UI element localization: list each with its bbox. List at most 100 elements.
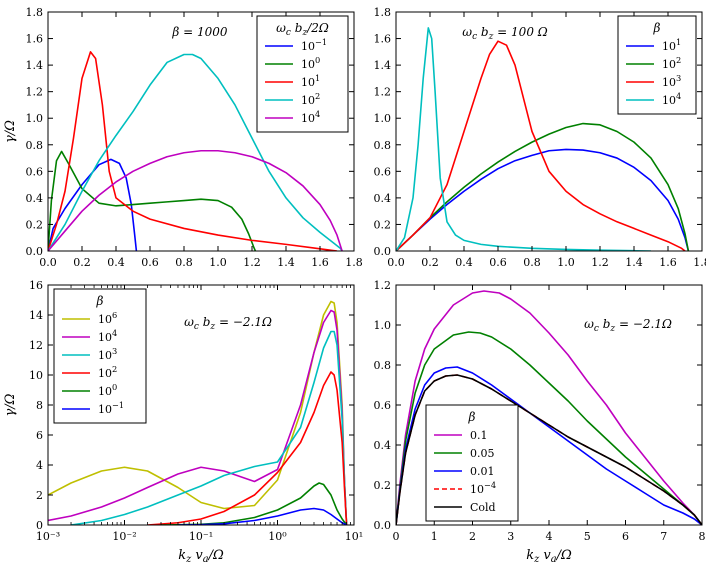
plot-frame-2	[395, 11, 703, 252]
chart-panel-4: 0 1 2 3 4 5 6 7 8 0.0 0.2 0.4 0.6 0.8 1.0 1.2 kz va/Ω ωc …	[374, 279, 706, 565]
chart-panel-2: 0.0 0.2 0.4 0.6 0.8 1.0 1.2 1.4 1.6 1.8 0.0 0.2 0.4 0…	[374, 6, 706, 269]
y-tick-label: 12	[29, 339, 43, 352]
x-axis-label: kz va/Ω	[178, 548, 224, 565]
y-tick-label: 14	[29, 309, 43, 322]
legend-entry-label: 10−1​	[301, 37, 327, 53]
series-line-1-3	[48, 51, 338, 251]
series-line-1-2	[48, 150, 257, 251]
series-line-1-5	[48, 149, 343, 251]
y-tick-label: 0.4	[374, 439, 392, 452]
x-tick-label: 10¹	[345, 530, 363, 543]
x-tick-label: 7	[660, 530, 667, 543]
y-tick-label: 4	[36, 459, 43, 472]
series-line-1-1	[48, 158, 138, 251]
x-tick-label: 1.6	[311, 256, 329, 269]
x-tick-label: 1.0	[557, 256, 575, 269]
legend-box	[53, 288, 147, 424]
y-tick-label: 0.0	[374, 245, 392, 258]
y-tick-label: 0.4	[374, 192, 392, 205]
x-axis-label: kz va/Ω	[526, 548, 572, 565]
y-tick-label: 16	[29, 279, 43, 292]
series-line-3-4	[147, 371, 348, 525]
y-tick-label: 1.2	[26, 86, 44, 99]
y-axis-label: γ/Ω	[3, 120, 18, 143]
legend-entry-label: 102​	[662, 55, 681, 71]
legend-box	[617, 15, 697, 115]
x-tick-label: 10⁻²	[112, 530, 136, 543]
y-tick-label: 0.6	[374, 399, 392, 412]
x-tick-label: 2	[469, 530, 476, 543]
x-tick-label: 3	[507, 530, 514, 543]
x-tick-label: 6	[622, 530, 629, 543]
y-tick-label: 0.0	[374, 519, 392, 532]
x-tick-label: 0.6	[141, 256, 159, 269]
legend-title: β	[96, 294, 104, 308]
legend-entry-label: 0.01	[470, 465, 495, 478]
legend-entry-label: 101​	[662, 37, 681, 53]
x-tick-label: 1.4	[625, 256, 643, 269]
series-line-4-3	[396, 366, 702, 525]
y-tick-label: 0.2	[374, 479, 392, 492]
legend-entry-label: 103​	[98, 346, 117, 362]
legend-title: β	[653, 21, 661, 35]
chart-panel-1: 0.0 0.2 0.4 0.6 0.8 1.0 1.2 1.4 1.6 1.8 0.0 0.2 0.4 0…	[3, 6, 363, 269]
x-tick-label: 8	[699, 530, 706, 543]
y-tick-label: 0.8	[374, 359, 392, 372]
y-tick-label: 1.0	[26, 112, 44, 125]
panel-annotation: ωc bz = −2.1Ω	[584, 317, 672, 334]
legend-entry-label: 100​	[301, 55, 320, 71]
x-tick-label: 0.8	[523, 256, 541, 269]
x-tick-label: 1.0	[209, 256, 227, 269]
legend-entry-label: Cold	[470, 501, 496, 514]
legend-box	[425, 404, 519, 522]
series-line-4-5	[396, 374, 702, 525]
series-line-2-2	[396, 122, 690, 251]
x-tick-label: 0.0	[387, 256, 405, 269]
legend-entry-label: 106​	[98, 310, 117, 326]
legend-entry-label: 0.1	[470, 429, 488, 442]
y-tick-label: 1.8	[374, 6, 392, 19]
y-tick-label: 1.2	[374, 86, 392, 99]
y-tick-label: 1.0	[374, 112, 392, 125]
series-line-4-1	[396, 290, 702, 525]
y-tick-label: 2	[36, 489, 43, 502]
series-line-2-4	[396, 27, 652, 251]
panel-annotation: ωc bz = −2.1Ω	[184, 315, 272, 332]
y-tick-label: 0	[36, 519, 43, 532]
legend-entry-label: 10−1​	[98, 400, 124, 416]
y-tick-label: 1.6	[26, 33, 44, 46]
x-tick-label: 1.8	[693, 256, 706, 269]
legend-entry-label: 104​	[662, 91, 681, 107]
series-line-1-4	[48, 53, 343, 251]
legend-entry-label: 101​	[301, 73, 320, 89]
x-tick-label: 0.2	[73, 256, 91, 269]
y-tick-label: 10	[29, 369, 43, 382]
x-tick-label: 10⁻³	[36, 530, 60, 543]
x-tick-label: 0.4	[107, 256, 125, 269]
panel-annotation: β = 1000	[171, 25, 228, 39]
y-tick-label: 0.6	[374, 165, 392, 178]
legend-4: β 0.1 0.05 0.01 10−4​ Cold	[425, 404, 519, 522]
y-tick-label: 0.8	[26, 139, 44, 152]
x-tick-label: 10⁰	[268, 530, 287, 543]
series-line-2-1	[396, 148, 690, 251]
legend-entry-label: 100​	[98, 382, 117, 398]
y-tick-label: 1.6	[374, 33, 392, 46]
legend-box	[256, 15, 349, 133]
y-tick-label: 1.4	[374, 59, 392, 72]
x-tick-label: 4	[546, 530, 553, 543]
y-tick-label: 0.2	[374, 218, 392, 231]
x-tick-label: 0.0	[39, 256, 57, 269]
y-tick-label: 1.0	[374, 319, 392, 332]
x-tick-label: 1.8	[345, 256, 363, 269]
panel-annotation: ωc bz = 100 Ω	[462, 25, 547, 42]
x-tick-label: 0.2	[421, 256, 439, 269]
series-line-3-5	[160, 482, 348, 525]
legend-title: β	[468, 410, 476, 424]
x-tick-label: 0.8	[175, 256, 193, 269]
y-tick-label: 0.6	[26, 165, 44, 178]
x-tick-label: 1.2	[591, 256, 609, 269]
